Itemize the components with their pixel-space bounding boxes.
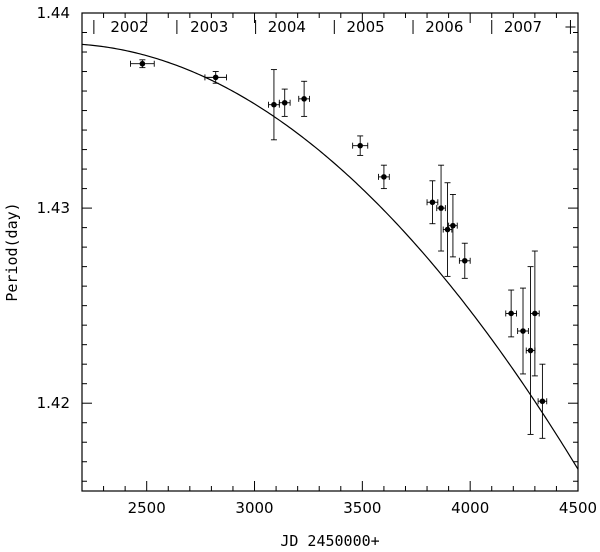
data-marker <box>444 226 451 233</box>
data-marker <box>539 398 546 405</box>
data-marker <box>212 74 219 81</box>
x-tick-label: 3000 <box>235 499 273 517</box>
x-axis-title: JD 2450000+ <box>280 532 379 550</box>
x-tick-label: 4500 <box>559 499 597 517</box>
data-point <box>378 164 390 190</box>
y-tick-label: 1.43 <box>37 199 70 217</box>
data-marker <box>357 142 363 149</box>
y-axis: 1.42 1.43 1.44 <box>37 4 578 482</box>
data-point <box>517 287 529 375</box>
data-marker <box>461 257 468 264</box>
data-point <box>525 266 536 435</box>
data-point <box>426 180 439 225</box>
plot-border <box>81 12 579 492</box>
data-marker <box>281 99 288 106</box>
data-point <box>458 242 471 279</box>
y-axis-title: Period(day) <box>3 202 21 301</box>
data-marker <box>301 96 307 102</box>
data-point <box>442 182 453 277</box>
data-marker <box>508 310 514 317</box>
data-point <box>268 69 280 141</box>
year-label: 2004 <box>268 18 306 36</box>
data-marker <box>450 222 456 229</box>
x-tick-label: 4000 <box>451 499 489 517</box>
year-label: 2007 <box>504 18 542 36</box>
data-point <box>436 164 446 252</box>
year-label: 2003 <box>190 18 228 36</box>
data-point <box>352 135 369 156</box>
data-marker <box>520 328 526 334</box>
data-marker <box>532 310 538 317</box>
plot-frame <box>81 12 579 492</box>
data-point <box>537 363 548 439</box>
x-axis: 2500 3000 3500 4000 4500 <box>81 13 597 517</box>
year-label: 2005 <box>346 18 384 36</box>
data-point <box>130 59 155 69</box>
fit-curve <box>81 43 579 470</box>
year-label: 2006 <box>425 18 463 36</box>
year-label: 2002 <box>110 18 148 36</box>
y-tick-label: 1.42 <box>37 394 70 412</box>
data-marker <box>271 101 277 108</box>
data-marker <box>527 347 534 354</box>
data-point <box>278 88 291 117</box>
data-marker <box>429 199 436 206</box>
data-point <box>448 193 458 258</box>
fit-curve-group <box>81 43 579 470</box>
x-tick-label: 3500 <box>343 499 381 517</box>
data-marker <box>438 205 444 211</box>
data-point <box>204 71 227 84</box>
data-point <box>505 289 517 338</box>
data-point <box>530 250 540 377</box>
x-tick-label: 2500 <box>128 499 166 517</box>
data-marker <box>381 174 387 180</box>
data-marker <box>139 60 146 67</box>
data-points <box>130 59 548 439</box>
data-point <box>298 80 310 117</box>
year-band: 2002 2003 2004 2005 2006 2007 <box>93 18 576 36</box>
y-tick-label: 1.44 <box>37 4 70 22</box>
